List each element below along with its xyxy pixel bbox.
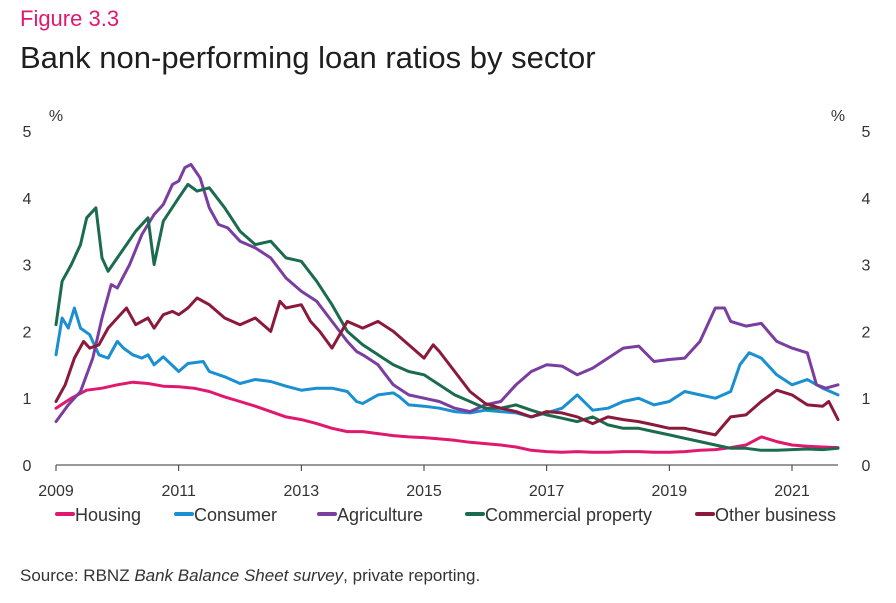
x-tick-label: 2011 [161,483,196,500]
y-tick-label-right: 4 [862,191,871,208]
legend-label-consumer: Consumer [194,505,277,525]
legend-label-other-business: Other business [715,505,836,525]
y-tick-label-left: 4 [23,191,32,208]
y-tick-label-left: 1 [23,391,32,408]
source-italic: Bank Balance Sheet survey [134,566,344,585]
y-tick-label-right: 5 [862,124,871,141]
chart-series [54,162,840,454]
line-chart: 0 0 1 1 2 2 3 3 4 4 5 5% % 2009 2011 2013 2015 2017 2019 20… [23,108,871,525]
series-line-commercial-property [54,182,840,452]
x-tick-label: 2009 [38,483,74,500]
figure-label: Figure 3.3 [20,6,120,31]
y-tick-label-left: 0 [23,458,32,475]
x-tick-label: 2021 [774,483,810,500]
y-unit-right: % [831,108,845,125]
source-prefix: Source: RBNZ [20,566,135,585]
chart-title: Bank non-performing loan ratios by secto… [20,40,596,75]
y-tick-label-right: 1 [862,391,871,408]
series-line-other-business [54,296,840,437]
x-tick-label: 2015 [406,483,442,500]
chart-legend: Housing Consumer Agriculture Commercial pro… [55,505,836,525]
y-tick-label-left: 2 [23,324,32,341]
y-tick-label-left: 5 [23,124,32,141]
y-unit-left: % [49,108,63,125]
x-tick-label: 2017 [529,483,565,500]
y-tick-label-right: 3 [862,258,871,275]
chart-axes: 0 0 1 1 2 2 3 3 4 4 5 5% % 2009 2011 2013 2015 2017 2019 20… [23,108,871,500]
series-line-consumer [54,306,840,419]
legend-label-housing: Housing [75,505,141,525]
source-suffix: , private reporting. [343,566,481,585]
legend-label-commercial-property: Commercial property [485,505,652,525]
series-line-agriculture [54,162,840,424]
y-tick-label-right: 0 [862,458,871,475]
y-tick-label-left: 3 [23,258,32,275]
x-tick-label: 2019 [652,483,688,500]
source-note: Source: RBNZ Bank Balance Sheet survey, … [20,566,480,586]
series-line-housing [54,380,840,454]
legend-label-agriculture: Agriculture [337,505,423,525]
y-tick-label-right: 2 [862,324,871,341]
x-tick-label: 2013 [284,483,320,500]
